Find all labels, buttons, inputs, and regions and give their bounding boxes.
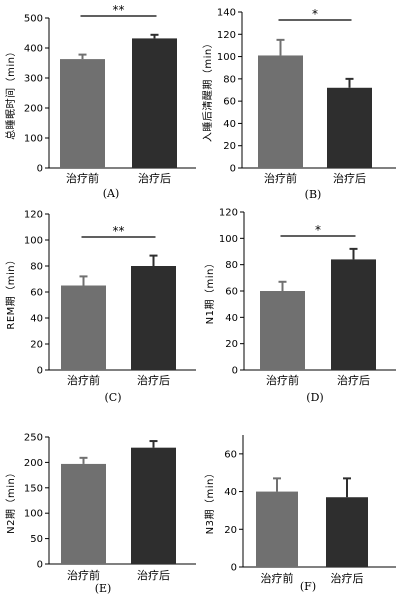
- y-tick-label: 40: [224, 487, 237, 498]
- y-tick-label: 0: [232, 366, 238, 377]
- category-label: 治疗前: [266, 373, 299, 387]
- panel-label: (D): [306, 391, 323, 404]
- y-tick-label: 80: [225, 260, 238, 271]
- y-tick-label: 20: [224, 525, 237, 536]
- y-tick-label: 60: [225, 287, 238, 298]
- bar-before: [258, 55, 303, 169]
- category-label: 治疗后: [137, 373, 170, 387]
- chart-panel-a: 0 100 200 300 400 500 总睡眠时间（min） 治疗前 治疗后 ** (A): [4, 3, 196, 200]
- y-axis-label: REM期（min）: [5, 254, 17, 329]
- y-tick-label: 40: [225, 313, 238, 324]
- y-tick-label: 0: [37, 164, 43, 175]
- y-axis-label: 入睡后清醒期（min）: [201, 38, 214, 142]
- chart-panel-c: 0 20 40 60 80 100 120 REM期（min） 治疗前 治疗后 ** (C): [5, 210, 196, 404]
- y-tick-label: 400: [24, 44, 43, 55]
- category-label: 治疗后: [137, 568, 170, 582]
- bar-after: [327, 87, 372, 168]
- y-tick-label: 100: [24, 509, 43, 520]
- panel-label: (A): [103, 187, 120, 200]
- bar-before: [61, 463, 106, 564]
- y-tick-label: 60: [30, 288, 43, 299]
- bar-before: [256, 491, 298, 567]
- category-label: 治疗后: [333, 171, 366, 185]
- y-tick-label: 300: [24, 74, 43, 85]
- y-tick-label: 200: [24, 104, 43, 115]
- y-tick-label: 0: [230, 164, 236, 175]
- y-tick-label: 40: [30, 314, 43, 325]
- category-label: 治疗前: [67, 568, 100, 582]
- y-tick-label: 40: [223, 119, 236, 130]
- y-tick-label: 80: [30, 262, 43, 273]
- category-label: 治疗后: [337, 373, 370, 387]
- panel-label: (E): [95, 582, 112, 595]
- y-tick-label: 140: [217, 8, 236, 19]
- chart-panel-d: 0 20 40 60 80 100 120 N1期（min） 治疗前 治疗后 * (D): [204, 208, 396, 404]
- y-tick-label: 100: [217, 52, 236, 63]
- chart-panel-e: 0 50 100 150 200 250 N2期（min） 治疗前 治疗后 (E): [5, 433, 196, 595]
- y-tick-label: 20: [223, 141, 236, 152]
- significance-marker: *: [315, 223, 321, 237]
- y-tick-label: 80: [223, 74, 236, 85]
- y-tick-label: 500: [24, 14, 43, 25]
- y-tick-label: 150: [24, 483, 43, 494]
- panel-label: (B): [305, 188, 322, 201]
- y-tick-label: 100: [24, 134, 43, 145]
- panel-label: (F): [300, 580, 316, 593]
- bar-before: [60, 59, 105, 168]
- y-tick-label: 120: [24, 210, 43, 221]
- y-tick-label: 200: [24, 458, 43, 469]
- bar-before: [260, 291, 305, 370]
- bar-after: [131, 447, 176, 564]
- bar-after: [326, 497, 368, 567]
- y-tick-label: 50: [30, 534, 43, 545]
- category-label: 治疗前: [66, 171, 99, 185]
- y-tick-label: 20: [225, 339, 238, 350]
- y-tick-label: 120: [219, 208, 238, 219]
- panel-label: (C): [105, 391, 122, 404]
- category-label: 治疗后: [331, 571, 364, 585]
- y-tick-label: 100: [24, 236, 43, 247]
- y-tick-label: 0: [37, 560, 43, 571]
- y-axis-label: N3期（min）: [204, 468, 216, 535]
- chart-panel-f: 0 20 40 60 N3期（min） 治疗前 治疗后 (F): [204, 435, 396, 593]
- y-axis-label: N2期（min）: [5, 467, 17, 534]
- y-tick-label: 0: [231, 563, 237, 574]
- significance-marker: *: [312, 7, 318, 21]
- y-tick-label: 60: [224, 449, 237, 460]
- y-tick-label: 250: [24, 433, 43, 444]
- y-axis-label: N1期（min）: [204, 258, 216, 325]
- significance-marker: **: [113, 224, 125, 238]
- category-label: 治疗前: [264, 171, 297, 185]
- y-tick-label: 0: [37, 366, 43, 377]
- bar-after: [132, 38, 177, 169]
- y-axis-label: 总睡眠时间（min）: [4, 46, 17, 140]
- y-tick-label: 20: [30, 340, 43, 351]
- significance-marker: **: [113, 3, 125, 17]
- bar-after: [131, 266, 176, 370]
- category-label: 治疗前: [261, 571, 294, 585]
- chart-panel-b: 0 20 40 60 80 100 120 140 入睡后清醒期（min） 治疗前 治疗后 * (B): [201, 7, 396, 201]
- y-tick-label: 120: [217, 30, 236, 41]
- y-tick-label: 60: [223, 97, 236, 108]
- category-label: 治疗后: [138, 171, 171, 185]
- bar-before: [61, 285, 106, 370]
- category-label: 治疗前: [67, 373, 100, 387]
- y-tick-label: 100: [219, 234, 238, 245]
- bar-after: [331, 259, 376, 370]
